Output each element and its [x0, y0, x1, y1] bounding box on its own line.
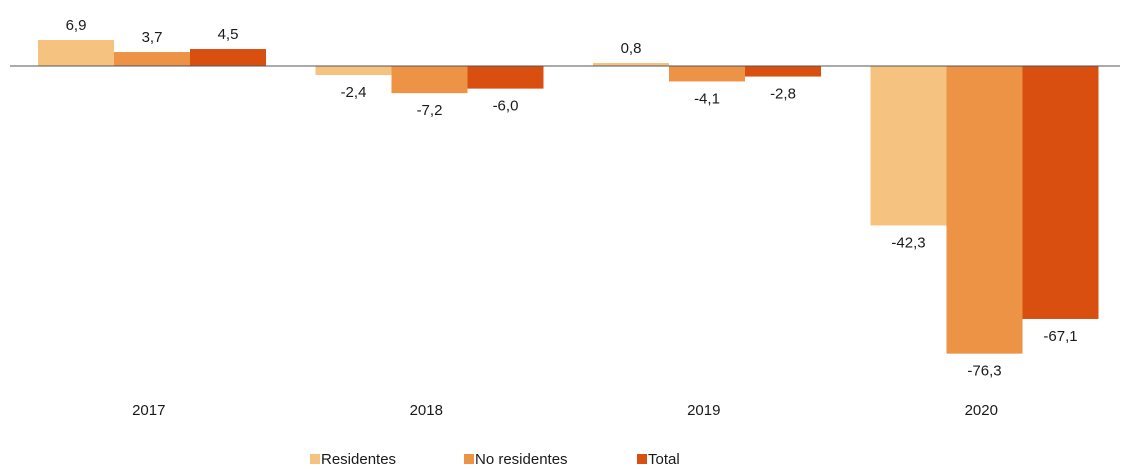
data-label-2018-0: -2,4 — [341, 84, 367, 101]
bar-2017-2 — [190, 49, 266, 66]
data-label-2017-0: 6,9 — [66, 17, 87, 34]
legend-swatch-2 — [637, 454, 647, 464]
bar-2020-2 — [1022, 66, 1099, 319]
data-label-2019-0: 0,8 — [621, 40, 642, 57]
legend-swatch-0 — [310, 454, 320, 464]
bar-2018-0 — [315, 66, 392, 76]
legend-label-1: No residentes — [475, 451, 568, 468]
bar-2020-1 — [946, 66, 1023, 354]
data-label-2017-1: 3,7 — [142, 29, 163, 46]
legend: Residentes No residentes Total — [310, 451, 680, 468]
legend-swatch-1 — [464, 454, 474, 464]
legend-label-0: Residentes — [321, 451, 396, 468]
data-label-2018-2: -6,0 — [493, 98, 519, 115]
bar-2018-2 — [467, 66, 544, 89]
data-label-2020-0: -42,3 — [891, 234, 925, 251]
data-label-2019-2: -2,8 — [770, 86, 796, 103]
data-label-2017-2: 4,5 — [218, 26, 239, 43]
category-label-2017: 2017 — [132, 402, 165, 419]
bar-2017-0 — [38, 39, 114, 66]
data-label-2020-1: -76,3 — [967, 363, 1001, 380]
value-labels-group: 6,9 3,7 4,5 -2,4 -7,2 -6,0 0,8 -4,1 -2,8 -42,3 -76… — [66, 17, 1078, 380]
category-label-2020: 2020 — [965, 402, 998, 419]
bar-2018-1 — [391, 66, 468, 94]
category-label-2018: 2018 — [410, 402, 443, 419]
bar-2019-2 — [745, 66, 821, 77]
bar-2020-0 — [870, 66, 947, 226]
category-labels-group: 2017 2018 2019 2020 — [132, 402, 998, 419]
data-label-2020-2: -67,1 — [1043, 328, 1077, 345]
bar-2019-1 — [669, 66, 745, 82]
bar-2017-1 — [114, 52, 190, 66]
data-label-2018-1: -7,2 — [417, 102, 443, 119]
bar-2019-0 — [593, 62, 669, 66]
legend-label-2: Total — [648, 451, 680, 468]
bars-group — [38, 39, 1099, 354]
data-label-2019-1: -4,1 — [694, 90, 720, 107]
category-label-2019: 2019 — [687, 402, 720, 419]
